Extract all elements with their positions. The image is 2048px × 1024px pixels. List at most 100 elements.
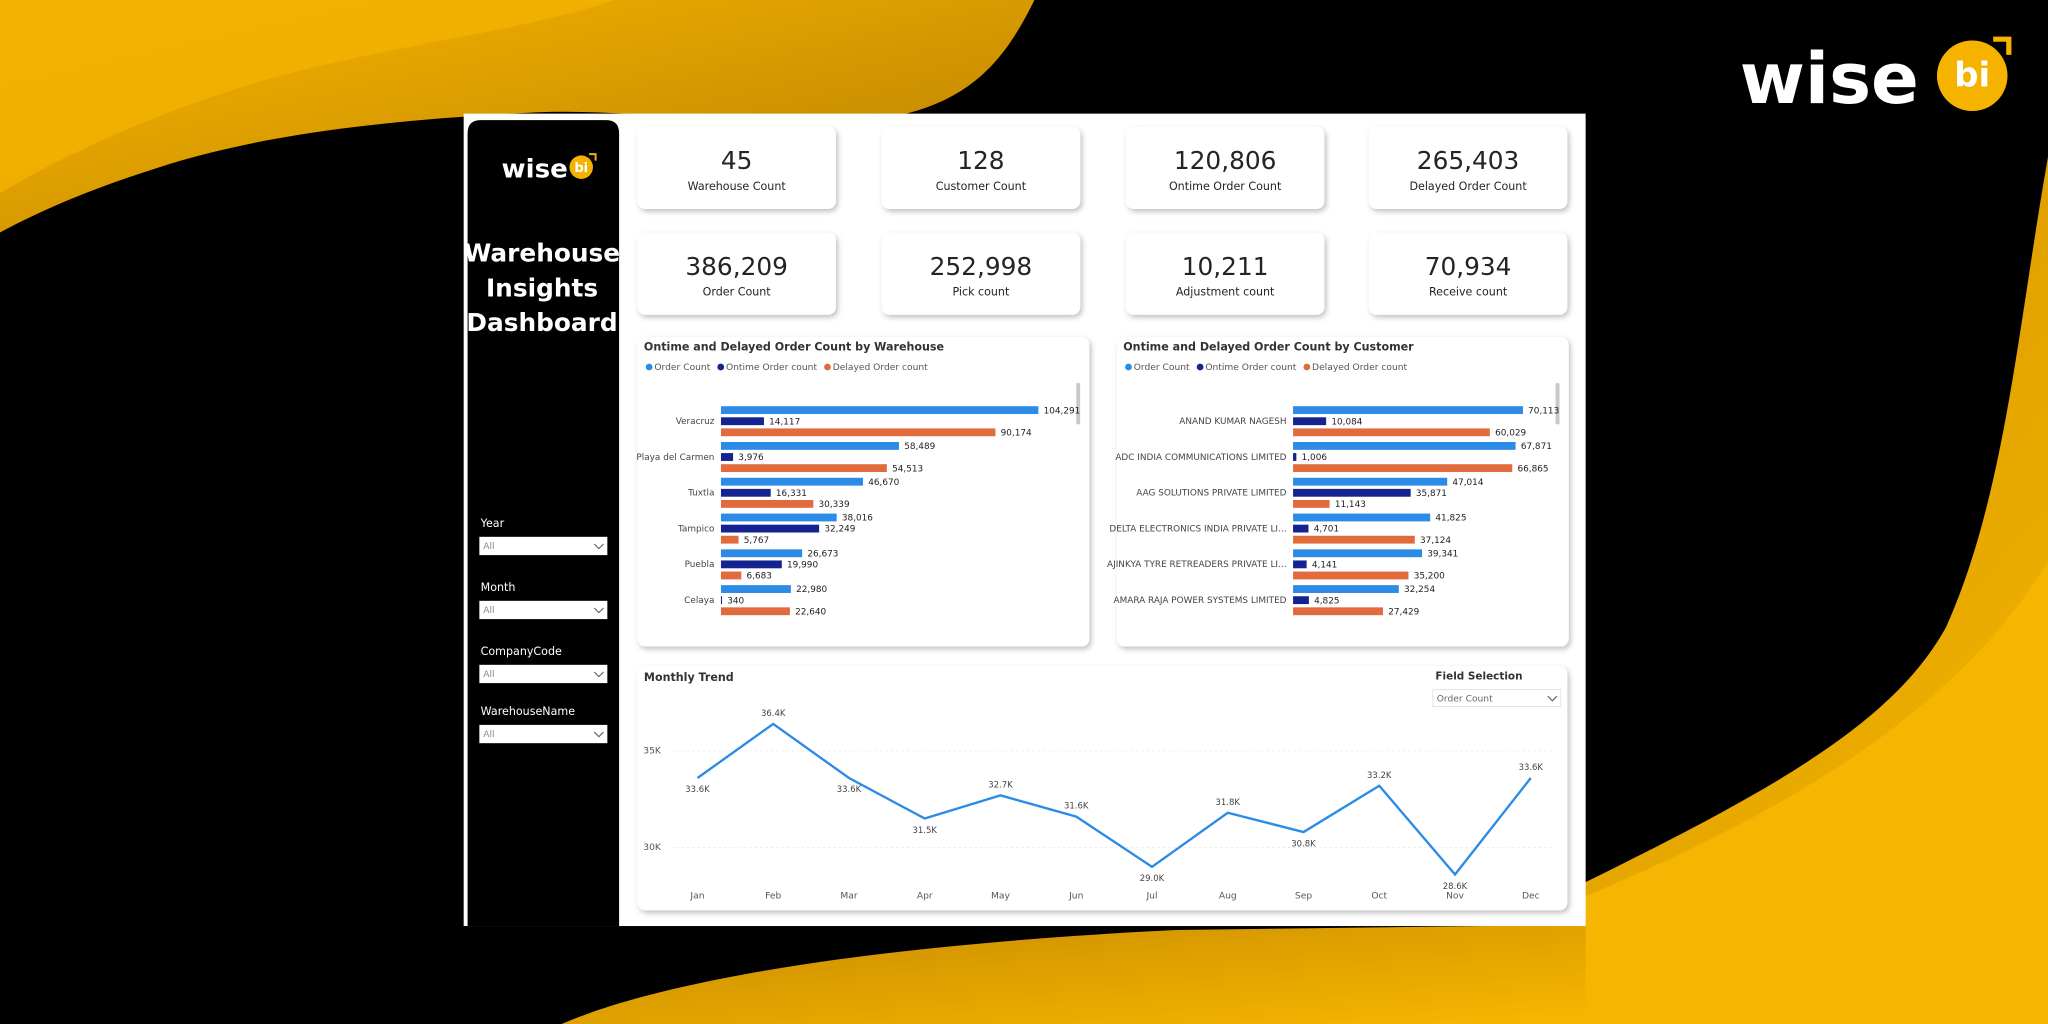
data-label: 22,980 <box>796 585 827 595</box>
bar <box>720 488 771 497</box>
sidebar-mark: bi <box>574 161 588 176</box>
kpi-label: Receive count <box>1429 286 1508 299</box>
dropdown-box[interactable] <box>479 664 608 684</box>
data-label: 90,174 <box>1001 428 1032 438</box>
data-label: 35,200 <box>1414 572 1445 582</box>
data-label: 35,871 <box>1416 489 1447 499</box>
dropdown-value: All <box>483 542 494 552</box>
bar <box>1293 513 1431 522</box>
bar <box>1293 585 1399 593</box>
bar <box>1293 596 1309 605</box>
data-label: 4,141 <box>1312 561 1337 571</box>
kpi-label: Delayed Order Count <box>1409 180 1527 193</box>
kpi-value: 265,403 <box>1417 146 1520 175</box>
chart-title: Ontime and Delayed Order Count by Custom… <box>1123 340 1414 353</box>
data-label: 31.8K <box>1216 797 1241 807</box>
kpi-label: Order Count <box>703 286 772 299</box>
x-tick-label: Jun <box>1068 892 1083 902</box>
data-label: 5,767 <box>744 536 769 546</box>
category-label: ADC INDIA COMMUNICATIONS LIMITED <box>1115 453 1286 463</box>
legend-label: Ontime Order count <box>1205 363 1296 373</box>
dropdown-box[interactable] <box>479 600 608 620</box>
background-shape <box>1332 561 2048 1024</box>
data-label: 41,825 <box>1435 514 1466 524</box>
field-selection-dropdown[interactable]: Order Count <box>1432 689 1562 708</box>
filter-dropdown[interactable]: All <box>479 724 608 744</box>
bar <box>720 499 814 508</box>
kpi-value: 128 <box>957 146 1004 175</box>
data-label: 27,429 <box>1388 607 1419 617</box>
kpi-label: Ontime Order Count <box>1169 180 1282 193</box>
sidebar-badge-corner <box>589 153 597 161</box>
kpi-card <box>637 126 836 209</box>
data-label: 28.6K <box>1443 881 1468 891</box>
bar <box>720 428 996 437</box>
legend-label: Delayed Order count <box>833 363 928 373</box>
data-label: 33.6K <box>837 784 862 794</box>
dashboard-title: Warehouse <box>464 239 620 268</box>
x-tick-label: Dec <box>1522 892 1540 902</box>
data-label: 16,331 <box>776 489 807 499</box>
kpi-value: 10,211 <box>1182 252 1269 281</box>
data-label: 340 <box>727 596 744 606</box>
chart-title: Ontime and Delayed Order Count by Wareho… <box>644 340 944 353</box>
dashboard-title: Insights <box>486 273 598 302</box>
legend-marker <box>824 363 831 371</box>
bar <box>720 406 1039 415</box>
bar <box>1293 428 1490 437</box>
data-label: 3,976 <box>738 453 764 463</box>
filter-dropdown[interactable]: All <box>479 536 608 556</box>
data-label: 6,683 <box>747 572 772 582</box>
kpi-label: Warehouse Count <box>688 180 787 193</box>
brand-badge <box>1936 40 2008 112</box>
x-tick-label: Sep <box>1295 892 1312 902</box>
kpi-card <box>1368 232 1568 315</box>
data-label: 67,871 <box>1521 442 1552 452</box>
dashboard-content: Warehouse Insights Dashboard Year All Month Al… <box>464 126 1569 911</box>
sidebar <box>467 120 620 927</box>
x-tick-label: Mar <box>840 892 857 902</box>
data-label: 46,670 <box>868 478 899 488</box>
bar <box>720 477 864 486</box>
bar <box>1293 464 1513 473</box>
kpi-value: 70,934 <box>1425 252 1512 281</box>
kpi-value: 252,998 <box>930 252 1033 281</box>
bar <box>720 549 803 558</box>
dropdown-value: All <box>483 606 494 616</box>
bar <box>1293 571 1409 580</box>
bar <box>1293 549 1423 558</box>
category-label: Veracruz <box>676 417 715 427</box>
dropdown-value: Order Count <box>1437 694 1493 704</box>
bar <box>720 417 764 426</box>
sidebar-badge <box>569 155 593 179</box>
x-tick-label: Feb <box>765 892 781 902</box>
legend-marker <box>1125 363 1132 371</box>
data-label: 1,006 <box>1302 453 1328 463</box>
dropdown-value: All <box>483 730 494 740</box>
bar <box>1293 524 1309 533</box>
category-label: Puebla <box>685 560 715 570</box>
category-label: ANAND KUMAR NAGESH <box>1179 417 1286 427</box>
data-label: 104,291 <box>1044 406 1081 416</box>
bar <box>720 596 723 605</box>
filter-dropdown[interactable]: All <box>479 600 608 620</box>
data-label: 31.5K <box>913 825 938 835</box>
chart-panel <box>637 666 1568 911</box>
dropdown-box[interactable] <box>479 536 608 556</box>
kpi-value: 386,209 <box>685 252 788 281</box>
data-label: 32,249 <box>824 525 855 535</box>
x-tick-label: Apr <box>917 892 933 902</box>
brand-corner <box>1993 36 2012 55</box>
data-label: 4,701 <box>1314 525 1339 535</box>
filter-dropdown[interactable]: All <box>479 664 608 684</box>
data-label: 30.8K <box>1291 838 1316 848</box>
data-label: 4,825 <box>1314 596 1339 606</box>
category-label: AJINKYA TYRE RETREADERS PRIVATE LI... <box>1107 560 1287 570</box>
dropdown-box[interactable] <box>1432 689 1562 708</box>
data-label: 26,673 <box>807 549 838 559</box>
x-tick-label: Nov <box>1446 892 1464 902</box>
bar <box>1293 441 1516 450</box>
dropdown-box[interactable] <box>479 724 608 744</box>
